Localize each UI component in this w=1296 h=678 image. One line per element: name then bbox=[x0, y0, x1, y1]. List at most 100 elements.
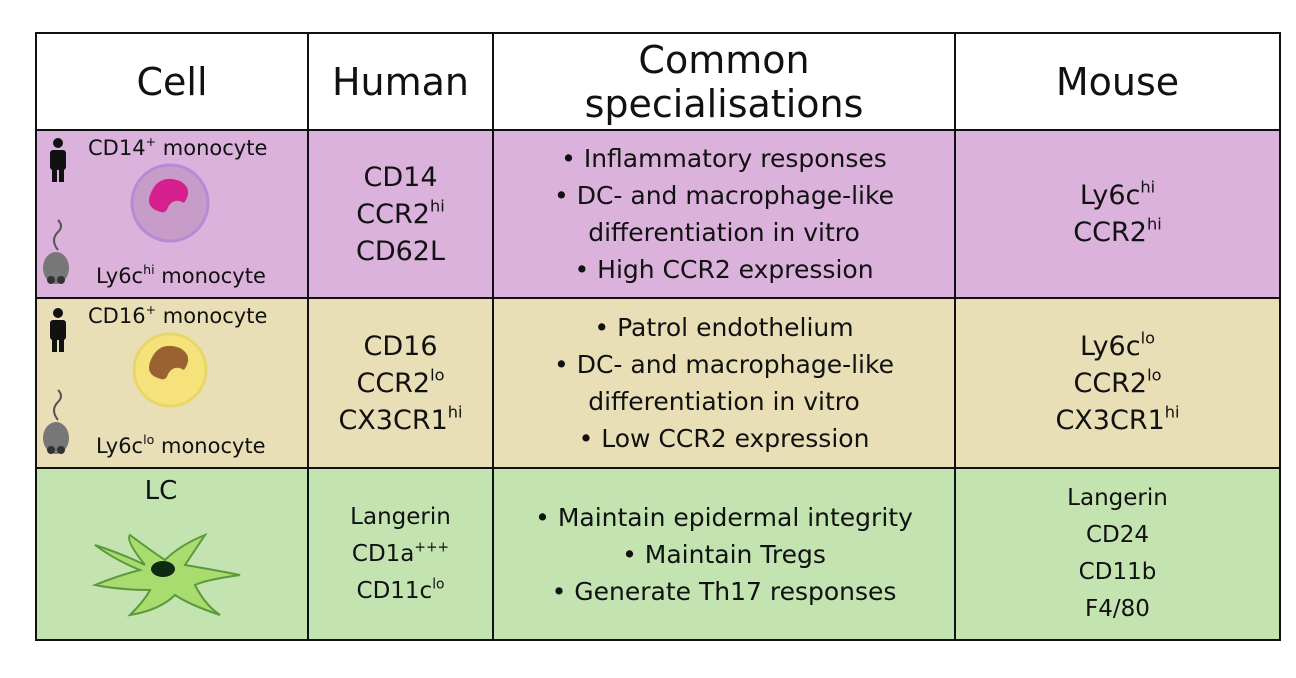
text-part: Langerin bbox=[1067, 485, 1168, 511]
text-part: CD16 bbox=[363, 330, 438, 362]
text-part: CD11c bbox=[356, 577, 433, 604]
text-part: Ly6c bbox=[96, 264, 144, 288]
mouse-marker: CCR2lo bbox=[1073, 365, 1161, 402]
table-cell: Ly6clo CCR2lo CX3CR1hi bbox=[955, 298, 1280, 468]
human-marker: CD1a+++ bbox=[352, 536, 449, 573]
mouse-icon bbox=[43, 219, 69, 284]
lc-icon bbox=[91, 532, 241, 617]
table-cell: • Patrol endothelium • DC- and macrophage… bbox=[493, 298, 955, 468]
text-part: monocyte bbox=[156, 136, 268, 160]
cell-label: Ly6chi monocyte bbox=[96, 263, 266, 288]
mouse-marker: Ly6chi bbox=[1080, 177, 1155, 214]
grid bbox=[35, 32, 1281, 641]
human-marker: CD14 bbox=[364, 159, 438, 196]
human-marker: CX3CR1hi bbox=[338, 402, 462, 439]
row-bg bbox=[36, 130, 1280, 298]
text-part: CD1a bbox=[351, 540, 415, 567]
text-part: Ly6c bbox=[1080, 330, 1141, 362]
human-marker: CCR2lo bbox=[356, 365, 444, 402]
superscript: hi bbox=[429, 196, 445, 216]
mouse-icon bbox=[43, 389, 69, 454]
superscript: + bbox=[145, 302, 157, 318]
human-marker: CD16 bbox=[364, 328, 438, 365]
table-cell: Common specialisations bbox=[493, 33, 955, 130]
table-cell: Langerin CD1a+++ CD11clo bbox=[308, 468, 493, 640]
mouse-marker: CCR2hi bbox=[1073, 214, 1161, 251]
header-text: Common specialisations bbox=[584, 37, 864, 126]
specialisation: • DC- and macrophage-like differentiatio… bbox=[554, 350, 894, 416]
header-text: Mouse bbox=[1055, 59, 1180, 104]
specialisation: • Maintain Tregs bbox=[622, 539, 826, 569]
table-cell: Langerin CD24 CD11b F4/80 bbox=[955, 468, 1280, 640]
text-part: Langerin bbox=[350, 503, 451, 530]
superscript: lo bbox=[143, 432, 155, 448]
text-part: monocyte bbox=[154, 264, 266, 288]
mouse-marker: F4/80 bbox=[1085, 591, 1150, 628]
table-cell: Cell bbox=[36, 33, 308, 130]
specialisation: • Generate Th17 responses bbox=[551, 576, 897, 606]
text-part: CX3CR1 bbox=[338, 404, 448, 436]
specialisation: • DC- and macrophage-like differentiatio… bbox=[554, 181, 894, 247]
text-part: CD24 bbox=[1085, 522, 1150, 548]
table-cell: • Inflammatory responses • DC- and macrop… bbox=[493, 130, 955, 298]
text-part: CD62L bbox=[355, 235, 446, 267]
text-part: Ly6c bbox=[1079, 180, 1141, 211]
mouse-marker: CD11b bbox=[1079, 554, 1157, 591]
text-part: CCR2 bbox=[356, 198, 430, 230]
cell-label: Ly6clo monocyte bbox=[96, 432, 266, 458]
mouse-marker: Ly6clo bbox=[1080, 328, 1155, 365]
specialisation-list: • Maintain epidermal integrity • Maintain… bbox=[524, 499, 924, 610]
cell-icon bbox=[130, 163, 210, 243]
cell-name: Ly6clo monocyte bbox=[96, 432, 266, 458]
cell-name: Ly6chi monocyte bbox=[96, 263, 266, 288]
header-text: Human bbox=[331, 59, 470, 104]
cell-name: CD16+ monocyte bbox=[88, 302, 268, 328]
human-icon bbox=[50, 138, 66, 182]
superscript: lo bbox=[1147, 365, 1162, 385]
superscript: hi bbox=[447, 402, 463, 422]
table-cell: CD14 CCR2hi CD62L bbox=[308, 130, 493, 298]
table-cell: Mouse bbox=[955, 33, 1280, 130]
cell-label: CD14+ monocyte bbox=[88, 134, 268, 160]
specialisation: • High CCR2 expression bbox=[574, 255, 874, 284]
mouse-marker: CD24 bbox=[1086, 517, 1149, 554]
text-part: CD14 bbox=[88, 136, 146, 160]
table-cell: CD16 CCR2lo CX3CR1hi bbox=[308, 298, 493, 468]
text-part: Ly6c bbox=[96, 434, 144, 458]
cell-name: LC bbox=[36, 476, 286, 506]
superscript: lo bbox=[1140, 328, 1155, 348]
human-marker: CCR2hi bbox=[356, 196, 444, 233]
row-bg bbox=[36, 298, 1280, 468]
text-part: CCR2 bbox=[1073, 217, 1147, 248]
text-part: LC bbox=[144, 476, 178, 506]
text-part: CD11b bbox=[1078, 559, 1157, 585]
table-cell: Ly6chi CCR2hi bbox=[955, 130, 1280, 298]
mouse-marker: Langerin bbox=[1067, 480, 1168, 517]
human-marker: CD11clo bbox=[357, 573, 445, 610]
table-cell: Human bbox=[308, 33, 493, 130]
superscript: lo bbox=[430, 365, 445, 385]
row-bg bbox=[36, 468, 1280, 640]
human-marker: CD62L bbox=[356, 233, 445, 270]
superscript: +++ bbox=[414, 538, 450, 555]
text-part: CCR2 bbox=[1073, 367, 1148, 399]
text-part: CD14 bbox=[363, 161, 438, 193]
specialisation: • Low CCR2 expression bbox=[578, 424, 870, 453]
human-icon bbox=[50, 308, 66, 352]
cell-label: CD16+ monocyte bbox=[88, 302, 268, 328]
superscript: hi bbox=[1164, 402, 1180, 422]
header-text: Cell bbox=[136, 59, 208, 104]
text-part: monocyte bbox=[156, 304, 268, 328]
superscript: + bbox=[145, 134, 157, 150]
human-marker: Langerin bbox=[350, 499, 451, 536]
specialisation: • Patrol endothelium bbox=[594, 313, 854, 342]
text-part: monocyte bbox=[154, 434, 266, 458]
cell-name: CD14+ monocyte bbox=[88, 134, 268, 160]
superscript: lo bbox=[432, 575, 445, 592]
text-part: CD16 bbox=[88, 304, 146, 328]
text-part: F4/80 bbox=[1085, 596, 1150, 622]
table-cell: • Maintain epidermal integrity • Maintain… bbox=[493, 468, 955, 640]
specialisation: • Maintain epidermal integrity bbox=[535, 502, 913, 532]
